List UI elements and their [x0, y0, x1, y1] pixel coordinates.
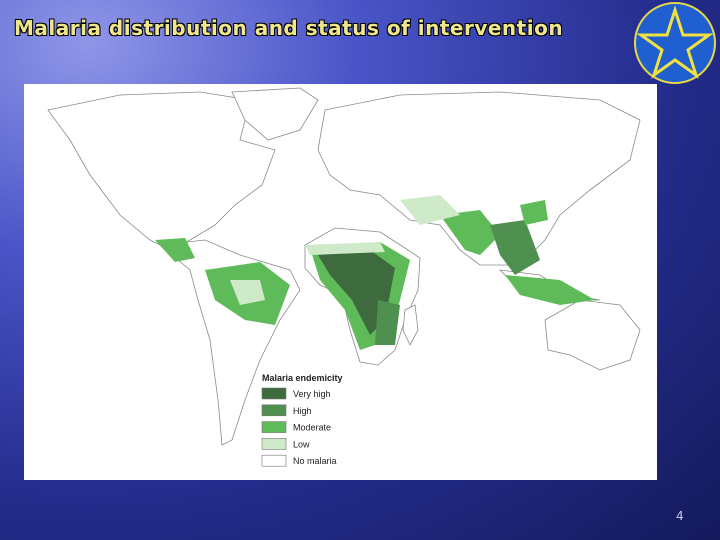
zone [400, 195, 460, 225]
zone [318, 250, 395, 335]
legend-label: Moderate [293, 423, 331, 433]
legend-title: Malaria endemicity [262, 373, 343, 383]
legend: Malaria endemicity Very high High Moderate… [261, 373, 343, 467]
legend-swatch [261, 438, 287, 450]
legend-label: Low [293, 439, 310, 449]
legend-label: Very high [293, 389, 331, 399]
zone [305, 242, 385, 255]
slide-title: Malaria distribution and status of inter… [14, 16, 564, 40]
zone [520, 200, 548, 225]
legend-swatch [261, 404, 287, 417]
zone [505, 275, 595, 305]
legend-label: High [293, 406, 312, 416]
zone [440, 210, 500, 255]
emblem [634, 2, 716, 84]
legend-swatch [261, 421, 287, 433]
endemicity-zones [155, 195, 595, 350]
page-number: 4 [676, 509, 684, 523]
zone [375, 300, 400, 345]
legend-swatch [261, 454, 287, 467]
legend-label: No malaria [293, 456, 337, 466]
zone [230, 280, 265, 305]
zone [155, 238, 195, 262]
zone [490, 220, 540, 275]
legend-swatch [261, 387, 287, 400]
